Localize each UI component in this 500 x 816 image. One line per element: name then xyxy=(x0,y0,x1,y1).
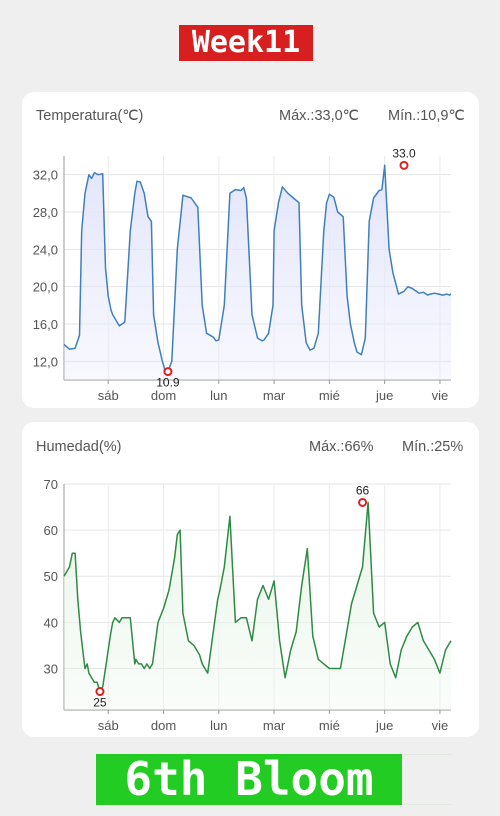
temp-x-tick-label: jue xyxy=(375,388,393,403)
humidity-chart: 30 40 50 60 70 sáb dom lun mar mié jue vie 66 25 xyxy=(44,477,452,733)
humidity-min-label: Mín.:25% xyxy=(402,439,464,455)
temp-extreme-label: 33.0 xyxy=(392,146,416,160)
hum-x-tick-label: jue xyxy=(375,718,393,733)
week-badge: Week11 xyxy=(179,25,313,61)
temp-y-tick-label: 20,0 xyxy=(33,280,58,295)
temp-y-tick-label: 24,0 xyxy=(33,242,58,257)
temp-y-tick-label: 16,0 xyxy=(33,317,58,332)
temperature-card: Temperatura(℃) Máx.:33,0℃ Mín.:10,9℃ 12,… xyxy=(22,92,479,408)
temp-x-tick-label: mar xyxy=(263,388,286,403)
hum-extreme-label: 66 xyxy=(356,483,370,497)
temp-x-tick-label: mié xyxy=(319,388,340,403)
hum-area xyxy=(64,502,451,710)
hum-x-tick-label: lun xyxy=(210,718,227,733)
temp-x-tick-label: vie xyxy=(432,388,449,403)
temp-series-line xyxy=(63,164,452,373)
temp-extreme-marker xyxy=(163,367,173,377)
hum-y-tick-label: 40 xyxy=(44,615,58,630)
temperature-title: Temperatura(℃) xyxy=(36,108,144,124)
hum-extreme-label: 25 xyxy=(93,696,107,710)
temp-x-tick-label: sáb xyxy=(98,388,119,403)
humidity-max-label: Máx.:66% xyxy=(309,439,374,455)
hum-x-tick-label: mar xyxy=(263,718,286,733)
temp-y-tick-label: 12,0 xyxy=(33,354,58,369)
humidity-card: Humedad(%) Máx.:66% Mín.:25% 30 40 50 60 70 s… xyxy=(22,422,479,737)
hum-y-tick-label: 50 xyxy=(44,569,58,584)
temp-x-tick-label: dom xyxy=(151,388,176,403)
hum-extreme-marker xyxy=(358,497,368,507)
hum-x-tick-label: vie xyxy=(432,718,449,733)
temperature-min-label: Mín.:10,9℃ xyxy=(388,108,465,124)
humidity-title: Humedad(%) xyxy=(36,439,122,455)
hum-y-tick-label: 60 xyxy=(44,523,58,538)
temperature-chart: 12,0 16,0 20,0 24,0 28,0 32,0 sáb dom lun mar mié j… xyxy=(33,146,452,403)
hum-x-tick-label: sáb xyxy=(98,718,119,733)
bloom-badge: 6th Bloom xyxy=(96,754,402,805)
hum-x-tick-label: mié xyxy=(319,718,340,733)
hum-y-tick-label: 30 xyxy=(44,661,58,676)
temp-extreme-label: 10.9 xyxy=(156,376,180,390)
temperature-max-label: Máx.:33,0℃ xyxy=(279,108,359,124)
hum-extreme-marker xyxy=(95,687,105,697)
hum-y-tick-label: 70 xyxy=(44,477,58,492)
temp-x-tick-label: lun xyxy=(210,388,227,403)
temp-y-tick-label: 32,0 xyxy=(33,168,58,183)
temp-y-tick-label: 28,0 xyxy=(33,205,58,220)
bloom-divider xyxy=(402,754,452,805)
hum-x-tick-label: dom xyxy=(151,718,176,733)
temp-extreme-marker xyxy=(399,160,409,170)
